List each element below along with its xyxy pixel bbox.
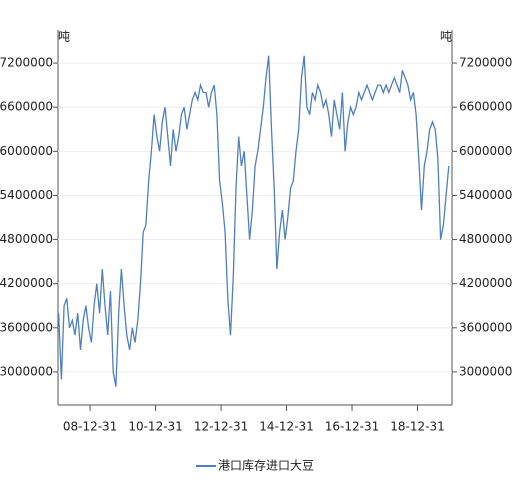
y2-tick-label: 6600000 — [459, 100, 512, 114]
y-tick-label: 6000000 — [0, 144, 53, 158]
x-tick-label: 14-12-31 — [259, 420, 313, 434]
y2-tick-label: 3600000 — [459, 320, 512, 334]
x-tick-label: 12-12-31 — [194, 420, 248, 434]
y2-tick-label: 3000000 — [459, 364, 512, 378]
x-tick-label: 10-12-31 — [128, 420, 182, 434]
y2-unit: 吨 — [440, 30, 452, 44]
x-tick-label: 18-12-31 — [390, 420, 444, 434]
x-tick-label: 16-12-31 — [325, 420, 379, 434]
y2-tick-label: 6000000 — [459, 144, 512, 158]
x-tick-label: 08-12-31 — [63, 420, 117, 434]
y2-tick-label: 4800000 — [459, 232, 512, 246]
y2-tick-label: 7200000 — [459, 56, 512, 70]
y2-tick-label: 5400000 — [459, 188, 512, 202]
y-tick-label: 3600000 — [0, 320, 53, 334]
y2-tick-label: 4200000 — [459, 276, 512, 290]
y-tick-label: 4800000 — [0, 232, 53, 246]
y-tick-label: 7200000 — [0, 56, 53, 70]
y-tick-label: 5400000 — [0, 188, 53, 202]
legend-label: 港口库存进口大豆 — [218, 458, 314, 473]
y-tick-label: 6600000 — [0, 100, 53, 114]
y-unit: 吨 — [58, 30, 70, 44]
y-tick-label: 3000000 — [0, 364, 53, 378]
series-line — [57, 55, 450, 387]
y-tick-label: 4200000 — [0, 276, 53, 290]
